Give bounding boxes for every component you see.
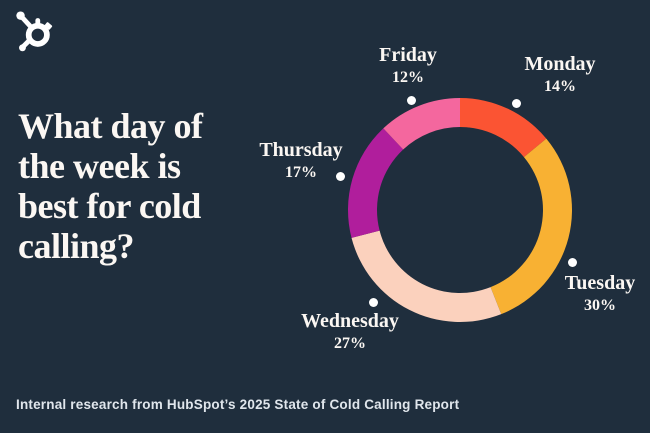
source-attribution: Internal research from HubSpot’s 2025 St… xyxy=(16,397,460,412)
tuesday-day-label: Tuesday xyxy=(564,272,636,294)
friday-day-label: Friday xyxy=(379,44,437,66)
monday-pct-label: 14% xyxy=(544,78,576,95)
thursday-pct-label: 17% xyxy=(285,164,317,181)
monday-day-label: Monday xyxy=(524,53,596,75)
donut-chart-svg xyxy=(348,98,572,322)
slice-label-thursday: Thursday 17% xyxy=(231,139,371,183)
donut-slice-wednesday xyxy=(351,230,502,322)
friday-dot-marker xyxy=(407,96,416,105)
page-title-line-4: calling? xyxy=(18,226,135,266)
slice-label-tuesday: Tuesday 30% xyxy=(530,272,650,316)
friday-pct-label: 12% xyxy=(392,69,424,86)
page-title: What day of the week is best for cold ca… xyxy=(18,106,288,266)
slice-label-wednesday: Wednesday 27% xyxy=(280,310,420,354)
donut-slice-tuesday xyxy=(490,138,572,315)
page-title-line-2: the week is xyxy=(18,146,181,186)
donut-chart xyxy=(340,90,580,330)
monday-dot-marker xyxy=(512,99,521,108)
page-title-line-3: best for cold xyxy=(18,186,201,226)
slice-label-monday: Monday 14% xyxy=(490,53,630,97)
donut-slice-monday xyxy=(460,98,547,158)
page-title-line-1: What day of xyxy=(18,106,203,146)
thursday-day-label: Thursday xyxy=(259,139,343,161)
tuesday-dot-marker xyxy=(568,258,577,267)
donut-slice-thursday xyxy=(348,128,404,238)
wednesday-pct-label: 27% xyxy=(334,335,366,352)
slice-label-friday: Friday 12% xyxy=(338,44,478,88)
wednesday-day-label: Wednesday xyxy=(301,310,399,332)
wednesday-dot-marker xyxy=(369,298,378,307)
hubspot-logo xyxy=(16,11,53,52)
donut-slice-friday xyxy=(383,98,460,150)
tuesday-pct-label: 30% xyxy=(584,297,616,314)
thursday-dot-marker xyxy=(336,172,345,181)
